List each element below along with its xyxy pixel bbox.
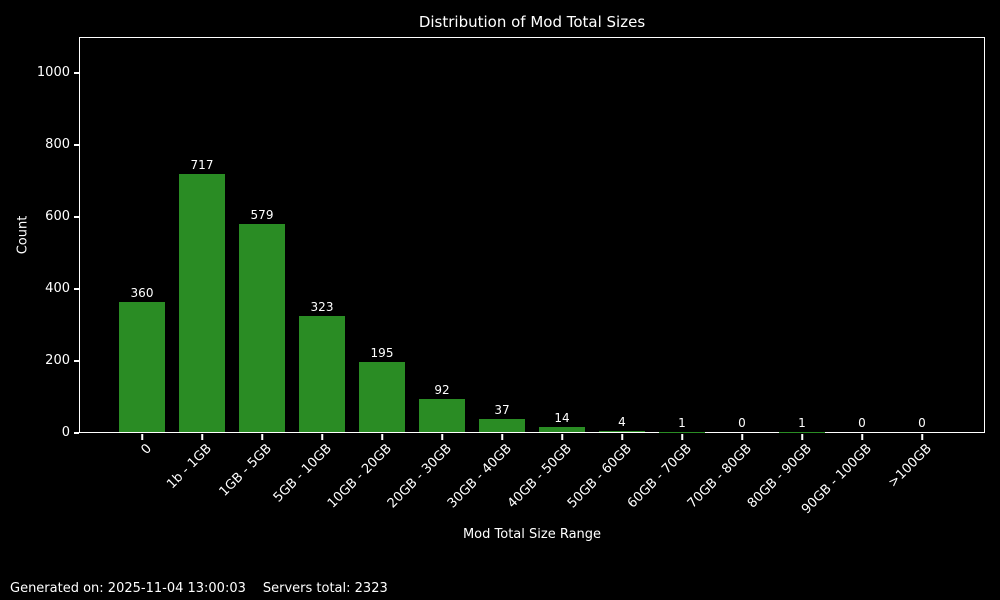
x-tick bbox=[321, 434, 323, 440]
x-tick bbox=[441, 434, 443, 440]
bar-slot: 1 bbox=[652, 38, 712, 440]
x-axis-label: Mod Total Size Range bbox=[462, 527, 602, 542]
bar-slot: 360 bbox=[112, 38, 172, 440]
y-tick-mark bbox=[73, 360, 79, 362]
chart-title: Distribution of Mod Total Sizes bbox=[418, 13, 646, 31]
bar-value-label: 195 bbox=[370, 345, 394, 360]
y-tick-label: 200 bbox=[45, 353, 70, 368]
x-tick bbox=[741, 434, 743, 440]
x-tick bbox=[501, 434, 503, 440]
bar-slot: 0 bbox=[712, 38, 772, 440]
y-tick-mark bbox=[73, 216, 79, 218]
x-tick bbox=[921, 434, 923, 440]
servers-total: Servers total: 2323 bbox=[262, 581, 388, 596]
x-tick bbox=[861, 434, 863, 440]
bar-value-label: 0 bbox=[738, 416, 746, 430]
bar bbox=[239, 223, 285, 432]
bar bbox=[599, 430, 645, 432]
bar-value-label: 92 bbox=[434, 382, 450, 397]
x-tick bbox=[201, 434, 203, 440]
y-tick-label: 400 bbox=[45, 281, 70, 296]
bars-container: 360 717 579 323 195 92 37 14 4 1 0 1 0 0 bbox=[80, 38, 984, 440]
bar-slot: 0 bbox=[892, 38, 952, 440]
x-tick bbox=[381, 434, 383, 440]
bar-slot: 0 bbox=[832, 38, 892, 440]
bar-value-label: 37 bbox=[494, 402, 510, 417]
x-tick bbox=[801, 434, 803, 440]
y-tick-mark bbox=[73, 432, 79, 434]
bar bbox=[479, 418, 525, 432]
bar bbox=[299, 315, 345, 432]
bar-value-label: 0 bbox=[918, 416, 926, 430]
x-tick bbox=[141, 434, 143, 440]
x-tick bbox=[261, 434, 263, 440]
bar-slot: 195 bbox=[352, 38, 412, 440]
bar bbox=[539, 426, 585, 432]
bar-value-label: 1 bbox=[678, 415, 686, 430]
y-tick-mark bbox=[73, 72, 79, 74]
bar bbox=[419, 398, 465, 432]
bar-slot: 579 bbox=[232, 38, 292, 440]
y-tick-label: 800 bbox=[45, 137, 70, 152]
x-tick bbox=[621, 434, 623, 440]
bar-slot: 1 bbox=[772, 38, 832, 440]
generated-timestamp: Generated on: 2025-11-04 13:00:03 bbox=[10, 581, 246, 596]
bar-slot: 717 bbox=[172, 38, 232, 440]
bar-slot: 92 bbox=[412, 38, 472, 440]
bar-value-label: 14 bbox=[554, 410, 570, 425]
x-tick bbox=[681, 434, 683, 440]
bar-value-label: 1 bbox=[798, 415, 806, 430]
bar-value-label: 579 bbox=[250, 207, 274, 222]
bar-slot: 37 bbox=[472, 38, 532, 440]
bar-value-label: 4 bbox=[618, 414, 626, 429]
bar-value-label: 323 bbox=[310, 299, 334, 314]
bar bbox=[179, 173, 225, 432]
bar-value-label: 360 bbox=[130, 286, 154, 301]
y-tick-mark bbox=[73, 288, 79, 290]
bar-value-label: 0 bbox=[858, 416, 866, 430]
bar-slot: 4 bbox=[592, 38, 652, 440]
y-tick-label: 0 bbox=[61, 425, 70, 440]
x-tick bbox=[561, 434, 563, 440]
bar bbox=[359, 361, 405, 432]
bar-slot: 14 bbox=[532, 38, 592, 440]
bar bbox=[119, 302, 165, 432]
footer: Generated on: 2025-11-04 13:00:03 Servers… bbox=[10, 581, 388, 596]
y-tick-label: 1000 bbox=[36, 65, 70, 80]
y-tick-label: 600 bbox=[45, 209, 70, 224]
bar-value-label: 717 bbox=[190, 157, 214, 172]
bar-slot: 323 bbox=[292, 38, 352, 440]
y-tick-mark bbox=[73, 144, 79, 146]
plot-area: 360 717 579 323 195 92 37 14 4 1 0 1 0 0 bbox=[79, 37, 985, 440]
